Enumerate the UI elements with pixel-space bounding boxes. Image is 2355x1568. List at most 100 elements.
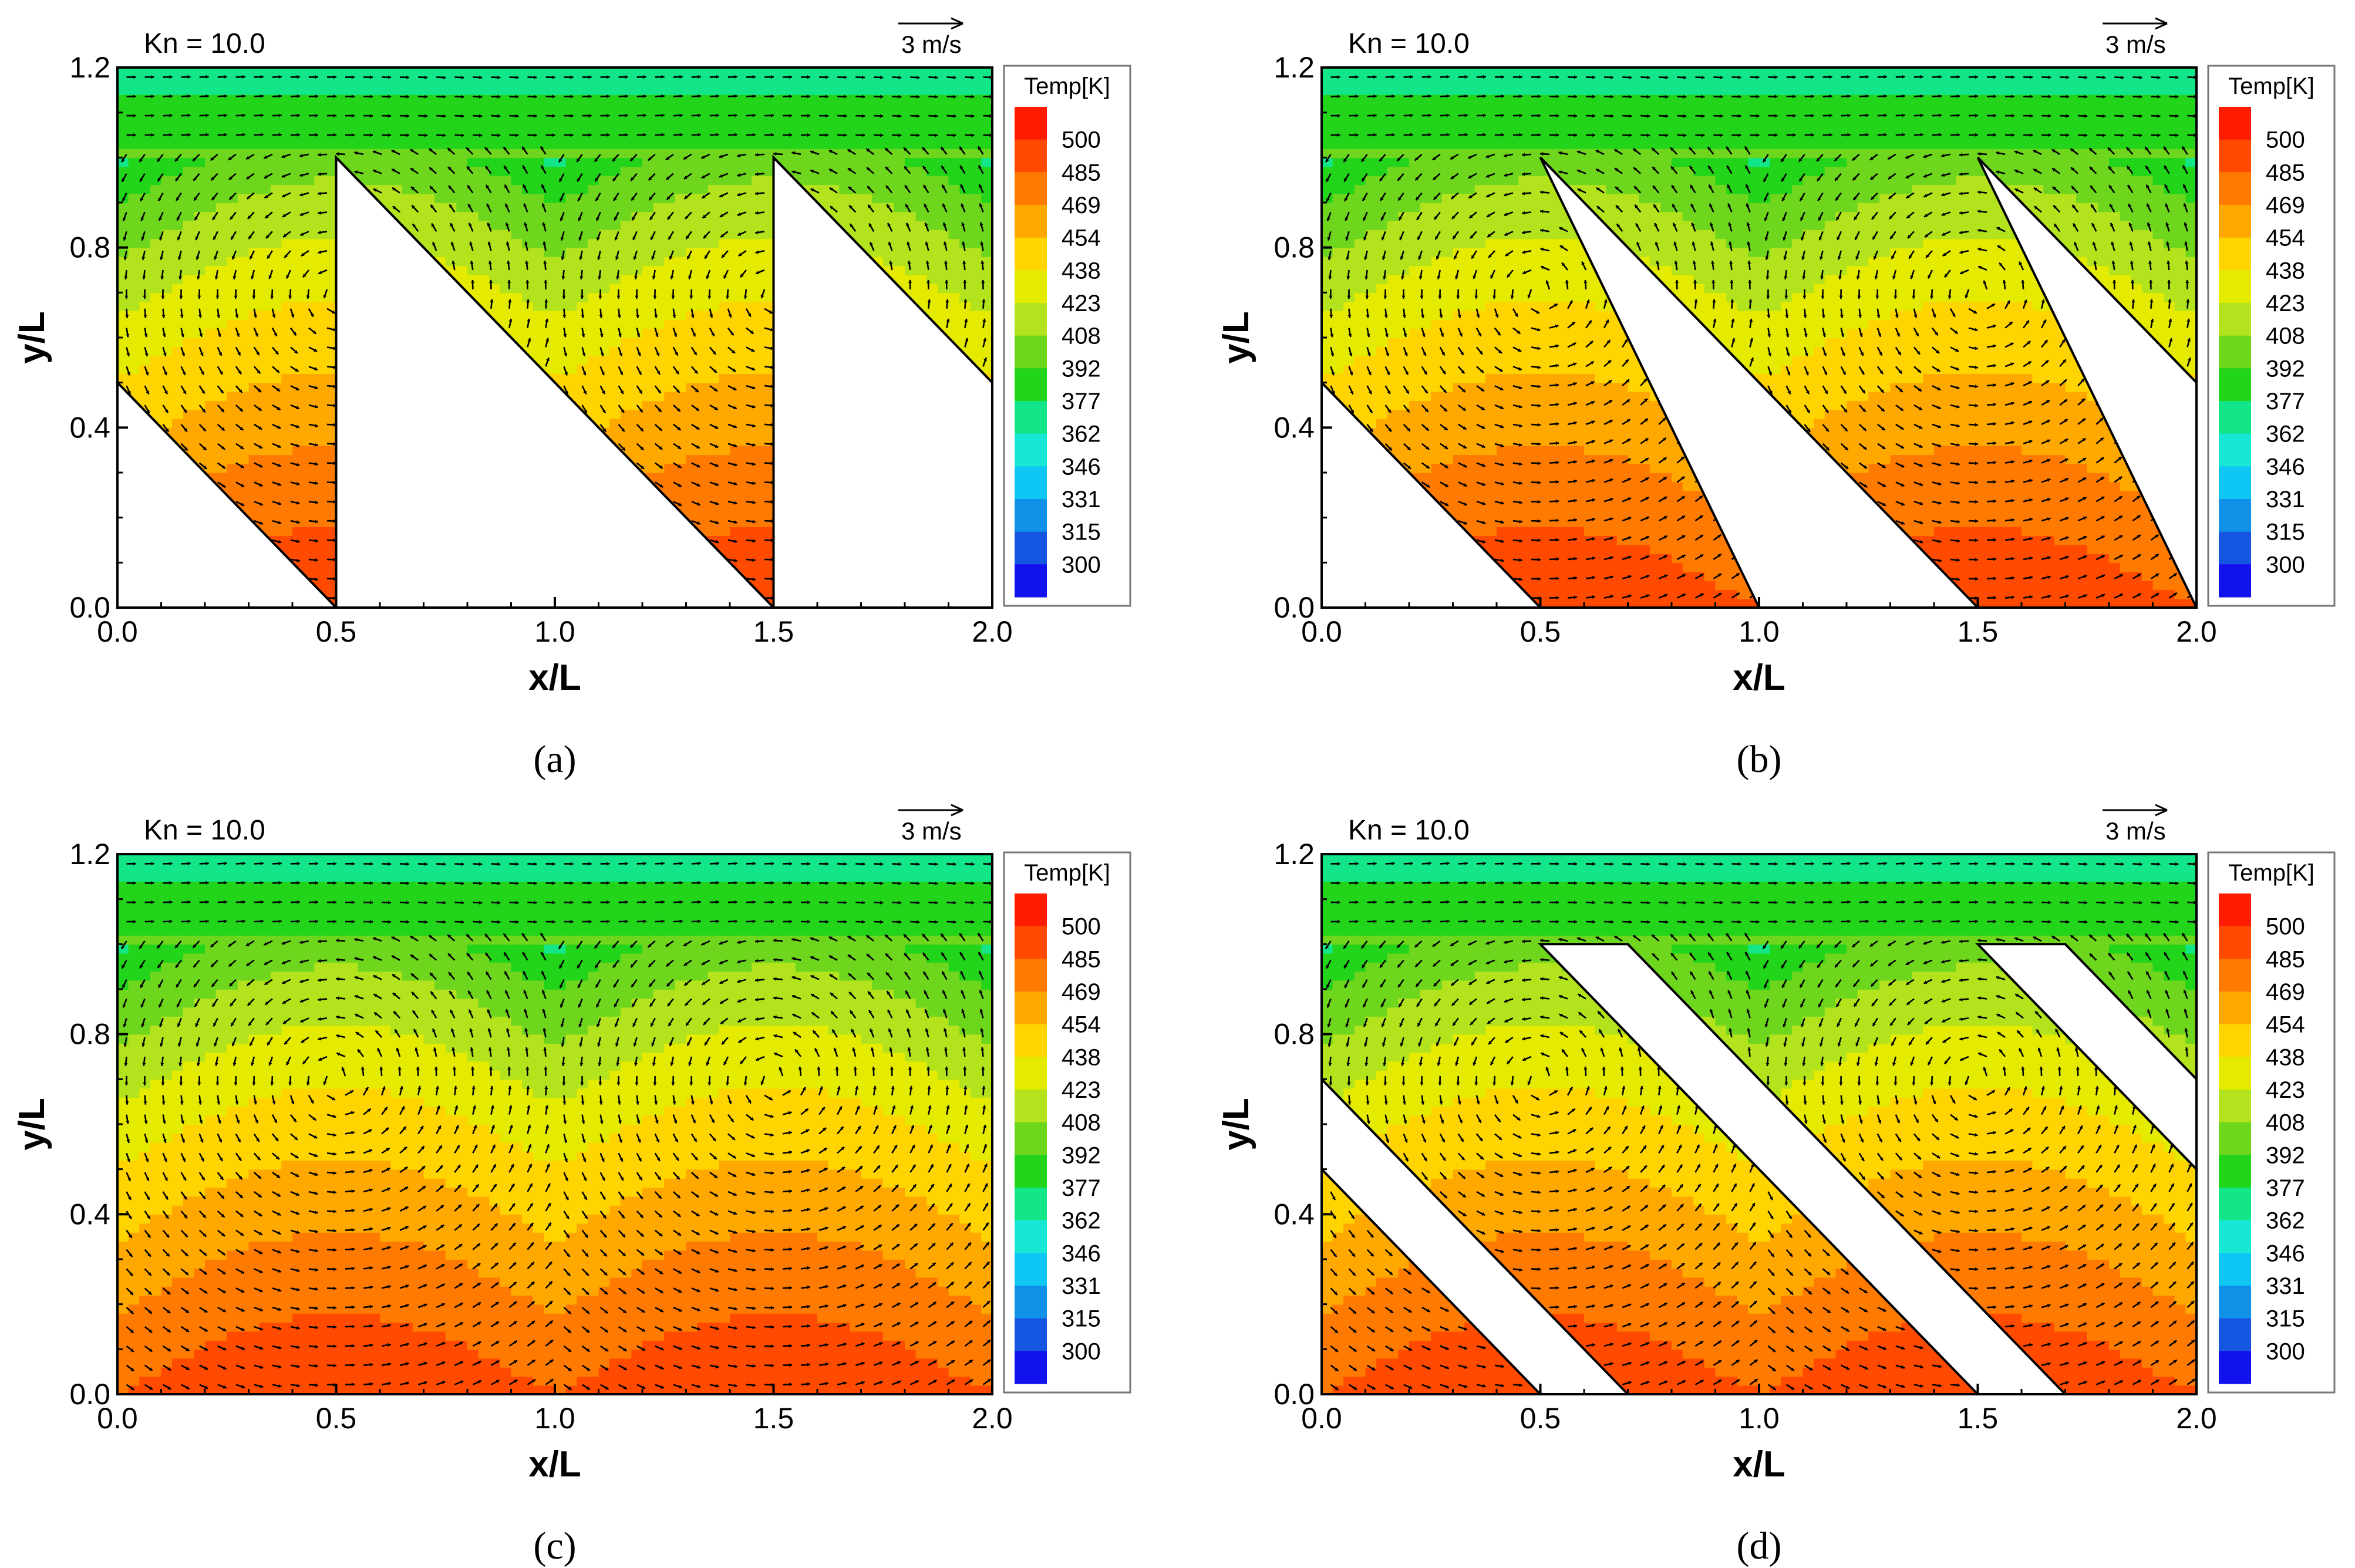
temperature-cell: [500, 247, 512, 257]
temperature-cell: [861, 139, 872, 149]
temperature-cell: [675, 203, 687, 213]
temperature-cell: [850, 166, 862, 176]
temperature-cell: [500, 103, 512, 113]
temperature-cell: [205, 238, 217, 248]
temperature-cell: [806, 85, 818, 95]
temperature-cell: [565, 247, 578, 257]
temperature-cell: [686, 76, 698, 86]
temperature-cell: [697, 122, 709, 131]
temperature-cell: [719, 517, 730, 527]
temperature-cell: [227, 409, 238, 419]
temperature-cell: [697, 473, 709, 483]
temperature-cell: [686, 193, 698, 203]
temperature-cell: [719, 85, 730, 95]
temperature-cell: [762, 301, 774, 311]
temperature-cell: [314, 562, 326, 572]
temperature-cell: [752, 220, 763, 230]
temperature-cell: [303, 446, 315, 456]
temperature-cell: [161, 220, 173, 230]
temperature-cell: [959, 328, 971, 338]
temperature-cell: [161, 319, 173, 329]
temperature-cell: [664, 76, 676, 86]
temperature-cell: [260, 500, 271, 510]
temperature-cell: [128, 257, 140, 267]
temperature-cell: [172, 274, 184, 284]
temperature-cell: [456, 166, 468, 176]
temperature-cell: [117, 122, 129, 131]
temperature-cell: [806, 122, 818, 131]
temperature-cell: [686, 139, 698, 149]
temperature-cell: [215, 355, 228, 365]
temperature-cell: [587, 203, 599, 213]
temperature-cell: [281, 311, 293, 321]
temperature-cell: [303, 382, 315, 392]
temperature-cell: [937, 122, 949, 131]
temperature-cell: [937, 112, 949, 122]
temperature-cell: [478, 211, 490, 221]
temperature-cell: [522, 292, 534, 302]
temperature-cell: [882, 95, 895, 104]
temperature-cell: [139, 184, 151, 194]
temperature-cell: [248, 122, 260, 131]
temperature-cell: [314, 103, 326, 113]
temperature-cell: [117, 328, 129, 338]
temperature-cell: [839, 103, 851, 113]
temperature-cell: [620, 292, 632, 302]
temperature-cell: [565, 319, 578, 329]
temperature-cell: [686, 112, 698, 122]
temperature-cell: [533, 220, 545, 230]
temperature-cell: [675, 400, 687, 410]
temperature-cell: [456, 139, 468, 149]
temperature-cell: [740, 193, 753, 203]
temperature-cell: [730, 527, 742, 537]
temperature-cell: [248, 112, 260, 122]
temperature-cell: [292, 122, 304, 131]
temperature-cell: [762, 338, 774, 348]
temperature-cell: [270, 373, 282, 383]
temperature-cell: [205, 355, 217, 365]
temperature-cell: [970, 130, 982, 140]
temperature-cell: [905, 193, 917, 203]
temperature-cell: [872, 230, 884, 240]
temperature-cell: [697, 338, 709, 348]
temperature-cell: [631, 166, 643, 176]
temperature-cell: [719, 176, 730, 186]
temperature-cell: [664, 139, 676, 149]
temperature-cell: [861, 68, 872, 77]
temperature-cell: [292, 85, 304, 95]
temperature-cell: [686, 454, 698, 464]
temperature-cell: [653, 373, 665, 383]
velocity-vector-head: [199, 333, 203, 338]
temperature-cell: [719, 149, 730, 159]
temperature-cell: [730, 103, 742, 113]
temperature-cell: [970, 76, 982, 86]
temperature-cell: [653, 238, 665, 248]
temperature-cell: [445, 95, 457, 104]
temperature-cell: [270, 392, 282, 402]
temperature-cell: [697, 184, 709, 194]
temperature-cell: [303, 112, 315, 122]
temperature-cell: [740, 338, 753, 348]
temperature-cell: [369, 103, 380, 113]
temperature-cell: [620, 203, 632, 213]
temperature-cell: [533, 193, 545, 203]
velocity-vector-head: [143, 295, 147, 299]
temperature-cell: [533, 122, 545, 131]
temperature-cell: [926, 220, 938, 230]
temperature-cell: [336, 95, 348, 104]
temperature-cell: [489, 203, 501, 213]
temperature-cell: [423, 193, 435, 203]
temperature-cell: [587, 211, 599, 221]
temperature-cell: [795, 85, 807, 95]
temperature-cell: [620, 230, 632, 240]
temperature-cell: [227, 139, 238, 149]
temperature-cell: [489, 230, 501, 240]
temperature-cell: [303, 238, 315, 248]
temperature-cell: [303, 157, 315, 167]
temperature-cell: [456, 193, 468, 203]
temperature-cell: [511, 76, 523, 86]
temperature-cell: [292, 490, 304, 500]
temperature-cell: [905, 176, 917, 186]
temperature-cell: [467, 139, 479, 149]
temperature-cell: [642, 373, 654, 383]
